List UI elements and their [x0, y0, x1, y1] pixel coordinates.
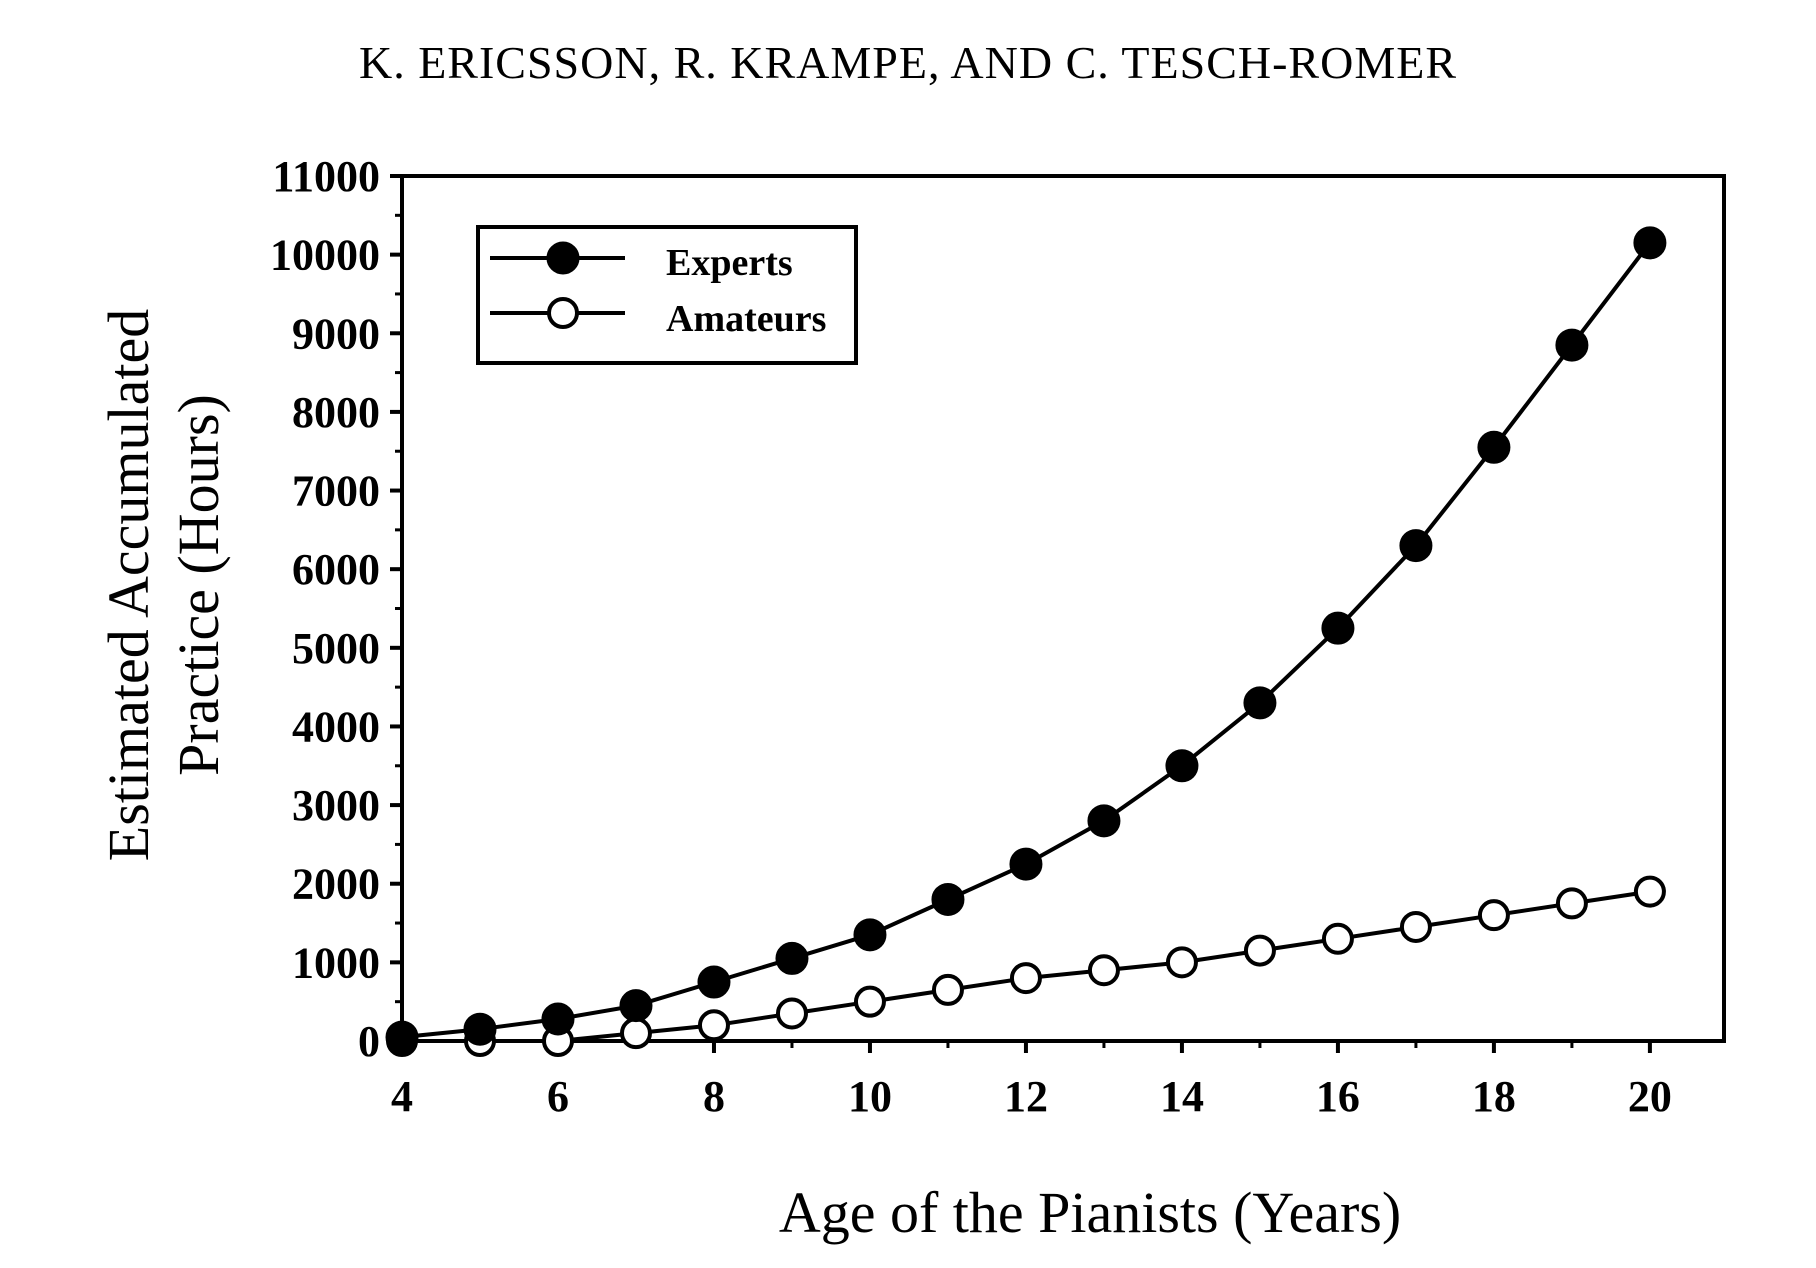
- data-point-experts: [931, 882, 965, 916]
- legend-amateurs-label: Amateurs: [666, 298, 826, 340]
- y-tick-label: 0: [358, 1017, 380, 1066]
- data-point-experts: [541, 1002, 575, 1036]
- data-point-experts: [1087, 804, 1121, 838]
- series-experts: [385, 226, 1667, 1054]
- x-tick-label: 6: [547, 1072, 569, 1121]
- data-point-amateurs: [697, 1009, 730, 1042]
- data-point-experts: [619, 989, 653, 1023]
- x-tick-label: 14: [1160, 1072, 1204, 1121]
- data-point-amateurs: [1243, 934, 1276, 967]
- x-tick-label: 10: [848, 1072, 892, 1121]
- y-tick-label: 2000: [292, 860, 380, 909]
- y-tick-label: 6000: [292, 545, 380, 594]
- page-header-authors: K. ERICSSON, R. KRAMPE, AND C. TESCH-ROM…: [358, 37, 1458, 88]
- series-amateurs: [386, 875, 1666, 1057]
- data-point-amateurs: [775, 997, 808, 1030]
- y-tick-label: 3000: [292, 781, 380, 830]
- y-axis-title-line-2: Practice (Hours): [166, 394, 231, 776]
- data-point-experts: [1165, 749, 1199, 783]
- data-point-amateurs: [1321, 922, 1354, 955]
- data-point-amateurs: [1165, 946, 1198, 979]
- data-point-amateurs: [1633, 875, 1666, 908]
- y-tick-label: 9000: [292, 309, 380, 358]
- data-point-amateurs: [619, 1017, 652, 1050]
- legend-experts-label: Experts: [666, 242, 793, 284]
- data-point-experts: [853, 918, 887, 952]
- data-point-amateurs: [853, 985, 886, 1018]
- data-point-experts: [1555, 328, 1589, 362]
- data-point-experts: [1399, 529, 1433, 563]
- y-tick-label: 1000: [292, 938, 380, 987]
- x-axis-title: Age of the Pianists (Years): [779, 1180, 1401, 1245]
- data-point-experts: [385, 1020, 419, 1054]
- axis-tick-labels: 0 1000 2000 3000 4000 5000 6000 7000 8000 9000 100…: [270, 152, 1672, 1121]
- y-tick-label: 7000: [292, 467, 380, 516]
- y-axis-title-line-1: Estimated Accumulated: [96, 309, 161, 861]
- data-point-experts: [1009, 847, 1043, 881]
- y-tick-label: 10000: [270, 231, 380, 280]
- data-point-amateurs: [1009, 962, 1042, 995]
- data-point-amateurs: [1477, 899, 1510, 932]
- legend: Experts Amateurs: [476, 225, 858, 365]
- y-tick-label: 5000: [292, 624, 380, 673]
- y-tick-label: 4000: [292, 702, 380, 751]
- x-tick-label: 4: [391, 1072, 413, 1121]
- x-tick-label: 8: [703, 1072, 725, 1121]
- y-tick-label: 8000: [292, 388, 380, 437]
- y-tick-label: 11000: [272, 152, 380, 201]
- x-tick-label: 16: [1316, 1072, 1360, 1121]
- x-tick-label: 18: [1472, 1072, 1516, 1121]
- legend-box: [476, 225, 858, 365]
- data-point-experts: [697, 965, 731, 999]
- data-point-amateurs: [1555, 887, 1588, 920]
- legend-experts-marker: [546, 241, 580, 275]
- data-point-experts: [1633, 226, 1667, 260]
- series-layer: [385, 226, 1667, 1057]
- data-point-experts: [1477, 430, 1511, 464]
- data-point-experts: [775, 941, 809, 975]
- legend-amateurs-marker: [547, 297, 579, 329]
- data-point-experts: [1321, 611, 1355, 645]
- data-point-amateurs: [931, 973, 964, 1006]
- data-point-experts: [463, 1012, 497, 1046]
- y-axis-title: Estimated Accumulated Practice (Hours): [96, 309, 231, 861]
- x-tick-label: 20: [1628, 1072, 1672, 1121]
- data-point-experts: [1243, 686, 1277, 720]
- data-point-amateurs: [1399, 910, 1432, 943]
- data-point-amateurs: [1087, 954, 1120, 987]
- x-tick-label: 12: [1004, 1072, 1048, 1121]
